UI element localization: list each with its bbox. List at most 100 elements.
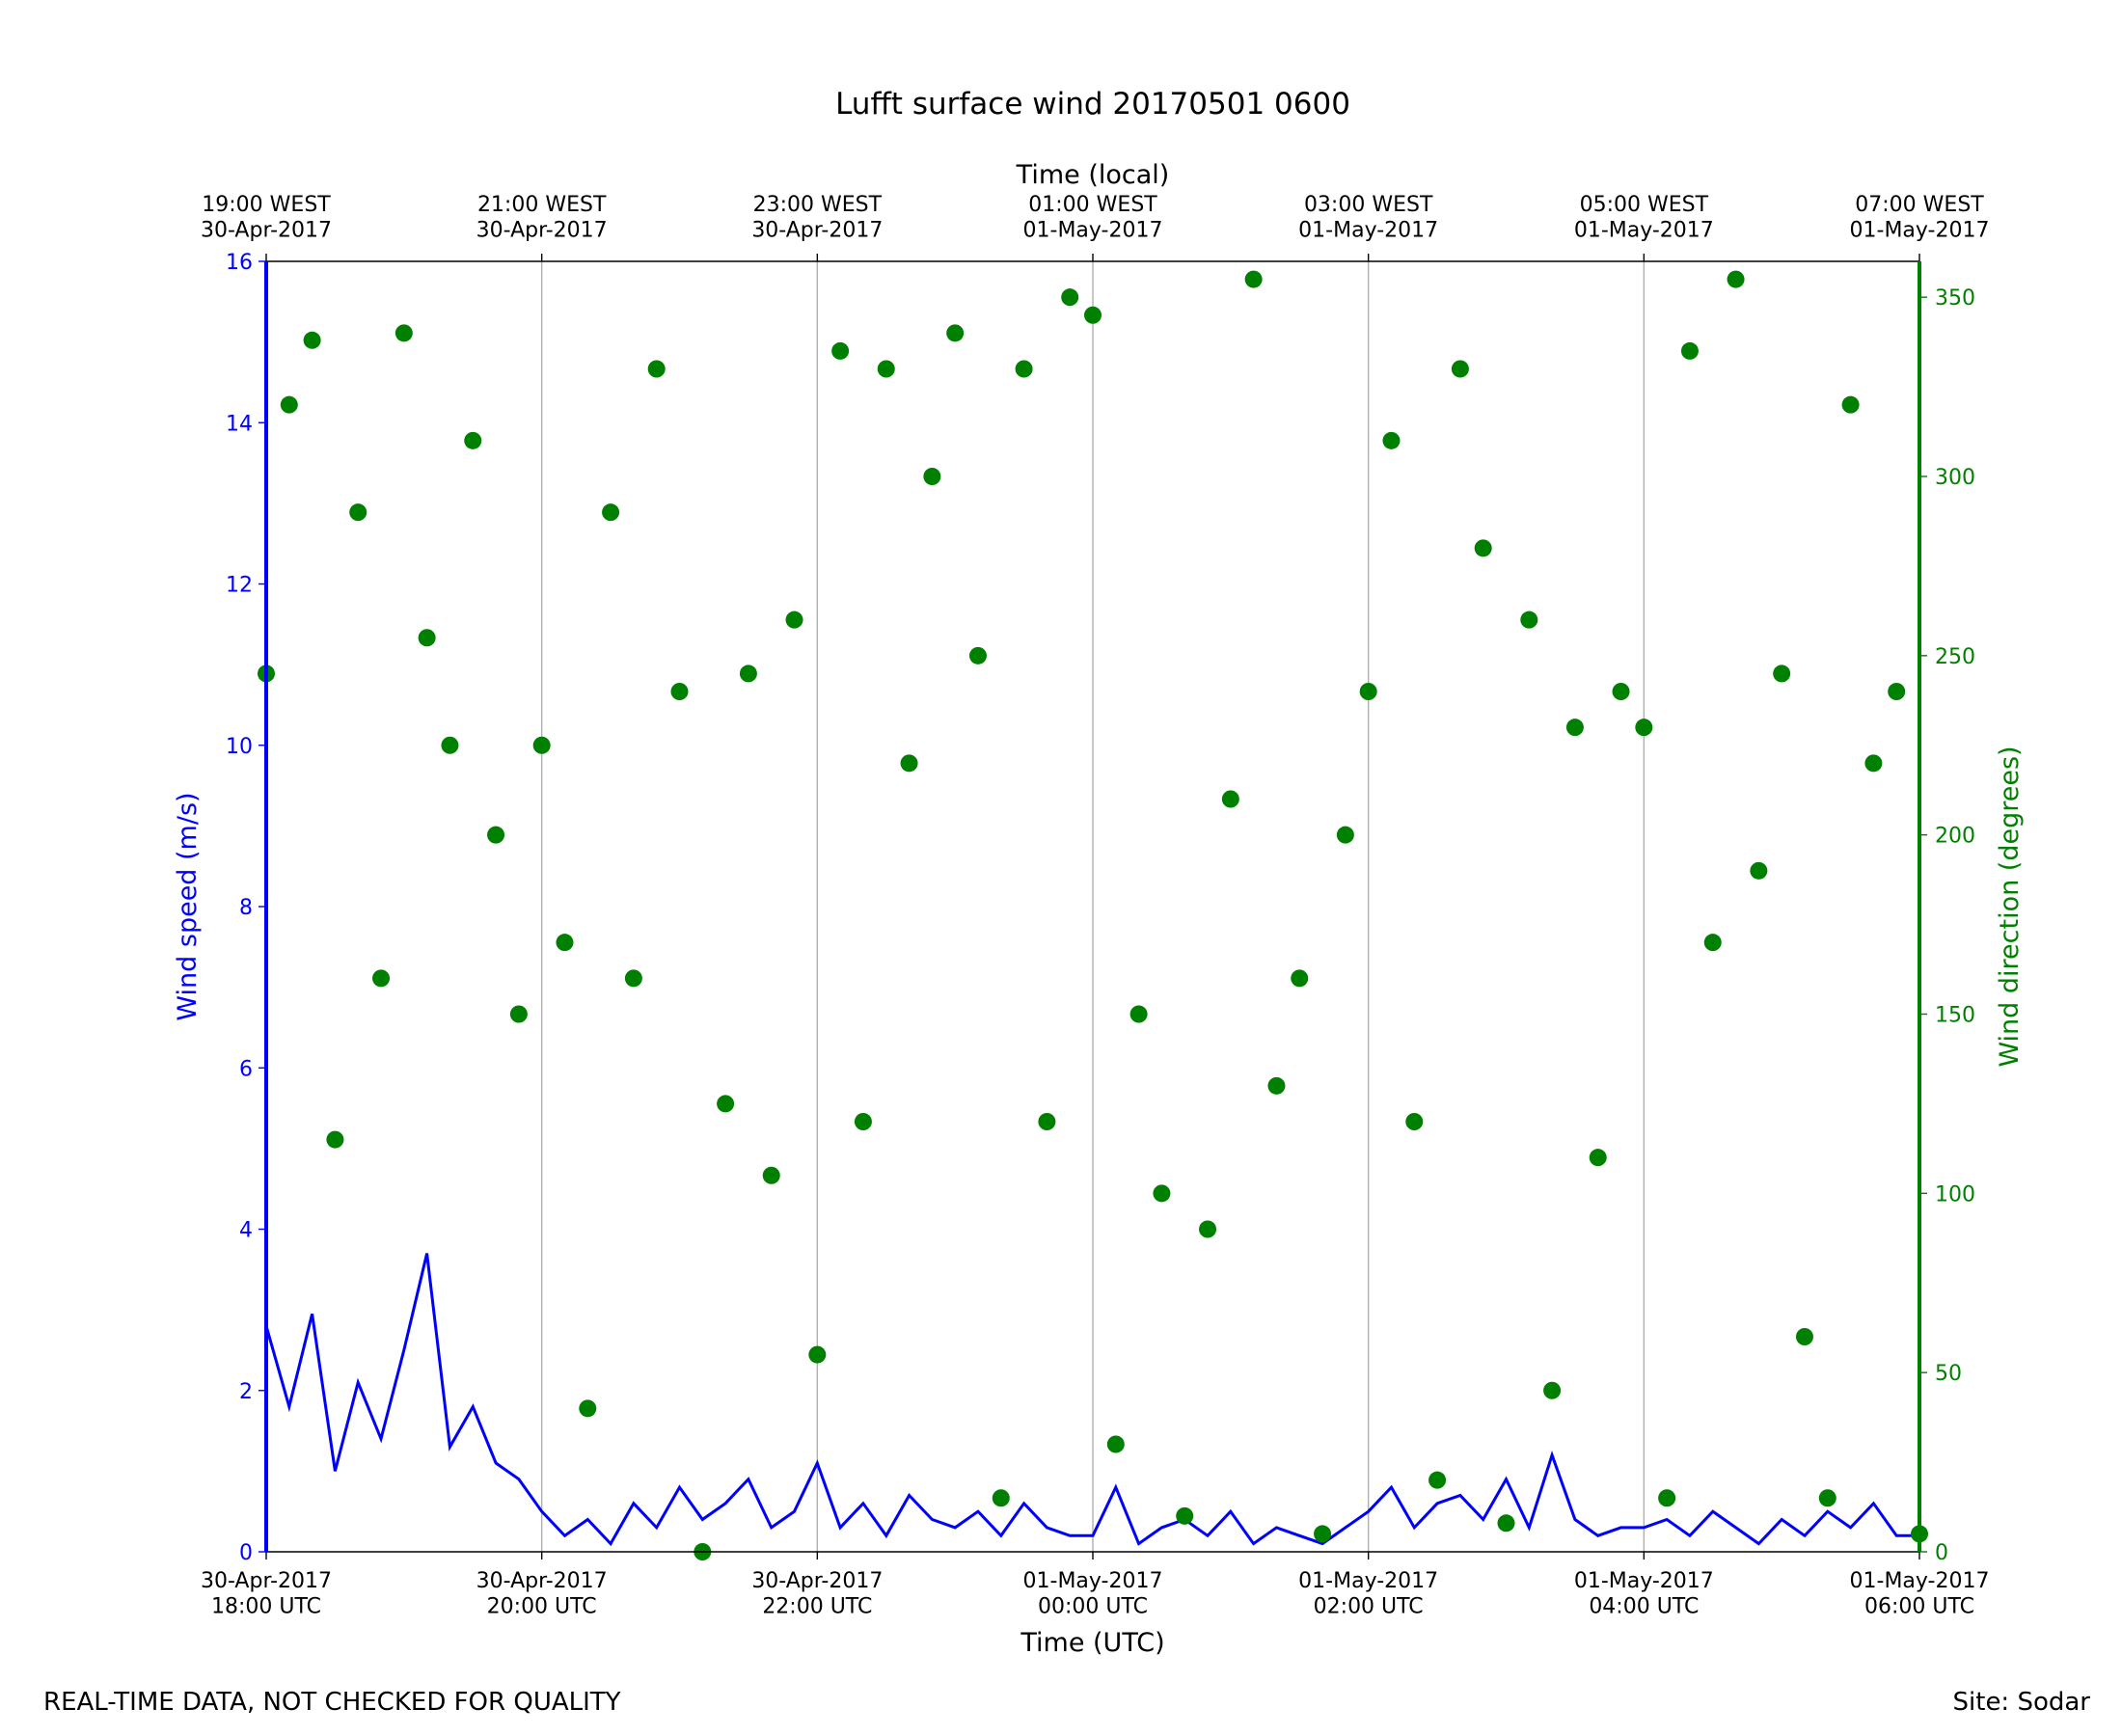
x2-tick-label: 19:00 WEST 30-Apr-2017	[201, 193, 332, 242]
y-tick-label: 6	[239, 1057, 253, 1081]
wind-direction-point	[1084, 306, 1102, 324]
wind-direction-point	[487, 826, 505, 844]
wind-direction-point	[647, 360, 666, 378]
x-axis-title: Time (UTC)	[1020, 1628, 1164, 1658]
wind-direction-point	[1795, 1328, 1813, 1345]
wind-direction-point	[785, 610, 803, 629]
wind-direction-point	[717, 1095, 735, 1113]
wind-direction-point	[441, 736, 459, 754]
x-tick-label: 30-Apr-2017 20:00 UTC	[476, 1569, 608, 1618]
x-tick-label: 30-Apr-2017 22:00 UTC	[751, 1569, 883, 1618]
wind-direction-point	[1451, 360, 1469, 378]
wind-direction-point	[280, 395, 298, 414]
wind-direction-point	[1703, 934, 1722, 952]
wind-direction-point	[1382, 431, 1401, 449]
wind-direction-point	[946, 324, 965, 342]
wind-direction-point	[1038, 1113, 1056, 1130]
wind-direction-point	[1267, 1076, 1286, 1095]
wind-direction-point	[303, 331, 321, 349]
y2-tick-label: 0	[1935, 1541, 1948, 1565]
wind-direction-point	[1359, 683, 1377, 700]
wind-direction-point	[1199, 1220, 1217, 1238]
wind-direction-point	[349, 503, 367, 522]
y2-tick-label: 100	[1935, 1182, 1975, 1207]
wind-direction-point	[1428, 1471, 1447, 1489]
wind-direction-point	[923, 468, 941, 485]
wind-direction-point	[1520, 610, 1538, 629]
wind-direction-point	[372, 969, 391, 988]
wind-direction-point	[624, 969, 642, 988]
footer-note: REAL-TIME DATA, NOT CHECKED FOR QUALITY	[43, 1688, 621, 1717]
wind-direction-point	[1176, 1506, 1194, 1525]
wind-direction-point	[1565, 719, 1584, 737]
x-tick-label: 01-May-2017 06:00 UTC	[1850, 1569, 1990, 1618]
y2-tick-label: 50	[1935, 1362, 1962, 1386]
x-tick-label: 01-May-2017 02:00 UTC	[1298, 1569, 1438, 1618]
x-tick-label: 01-May-2017 00:00 UTC	[1023, 1569, 1163, 1618]
wind-direction-point	[556, 934, 574, 952]
wind-direction-point	[992, 1489, 1010, 1507]
y-tick-label: 16	[226, 251, 253, 275]
wind-direction-point	[1635, 719, 1653, 737]
y-tick-label: 2	[239, 1380, 253, 1404]
y-axis-title: Wind speed (m/s)	[173, 792, 203, 1020]
wind-direction-point	[670, 683, 689, 700]
wind-direction-point	[1497, 1514, 1515, 1533]
y2-tick-label: 350	[1935, 286, 1975, 311]
wind-direction-point	[1336, 826, 1354, 844]
wind-direction-point	[1612, 683, 1630, 700]
y-tick-label: 4	[239, 1219, 253, 1243]
wind-direction-point	[1221, 790, 1239, 808]
wind-direction-point	[762, 1166, 780, 1184]
wind-direction-point	[1680, 341, 1699, 360]
wind-direction-point	[1153, 1184, 1171, 1203]
wind-direction-point	[418, 629, 436, 647]
wind-speed-line	[264, 1253, 1919, 1547]
x2-tick-label: 07:00 WEST 01-May-2017	[1850, 193, 1990, 242]
site-label: Site: Sodar	[1953, 1688, 2091, 1717]
wind-direction-point	[602, 503, 620, 522]
wind-direction-point	[1543, 1381, 1562, 1399]
wind-direction-point	[1314, 1525, 1332, 1543]
wind-direction-point	[1727, 270, 1745, 288]
wind-direction-point	[968, 646, 987, 665]
x2-tick-label: 21:00 WEST 30-Apr-2017	[476, 193, 608, 242]
wind-direction-point	[532, 736, 551, 754]
x-tick-label: 01-May-2017 04:00 UTC	[1574, 1569, 1714, 1618]
wind-direction-point	[464, 431, 482, 449]
x2-tick-label: 23:00 WEST 30-Apr-2017	[751, 193, 883, 242]
x2-tick-label: 01:00 WEST 01-May-2017	[1023, 193, 1163, 242]
wind-direction-point	[1129, 1005, 1148, 1023]
y2-axis-title: Wind direction (degrees)	[1995, 746, 2025, 1067]
wind-direction-point	[1888, 683, 1906, 700]
x2-axis-title: Time (local)	[1016, 160, 1170, 190]
wind-direction-point	[394, 324, 413, 342]
wind-direction-point	[326, 1130, 344, 1149]
x-tick-label: 30-Apr-2017 18:00 UTC	[201, 1569, 332, 1618]
wind-direction-point	[1291, 969, 1309, 988]
wind-direction-point	[1658, 1489, 1676, 1507]
y2-tick-label: 150	[1935, 1004, 1975, 1028]
wind-direction-point	[1589, 1149, 1607, 1167]
wind-direction-point	[1773, 665, 1791, 683]
wind-direction-point	[831, 341, 850, 360]
wind-direction-point	[1750, 861, 1768, 880]
wind-direction-point	[1818, 1489, 1836, 1507]
wind-direction-point	[900, 754, 918, 773]
wind-direction-point	[509, 1005, 528, 1023]
y-tick-label: 10	[226, 735, 253, 759]
y-tick-label: 14	[226, 412, 253, 436]
wind-direction-point	[1244, 270, 1263, 288]
y2-tick-label: 250	[1935, 645, 1975, 669]
chart-title: Lufft surface wind 20170501 0600	[835, 87, 1350, 122]
wind-direction-point	[579, 1399, 597, 1418]
wind-direction-point	[1106, 1435, 1125, 1453]
y2-tick-label: 200	[1935, 825, 1975, 849]
y-tick-label: 8	[239, 896, 253, 920]
y-tick-label: 0	[239, 1541, 253, 1565]
x2-tick-label: 05:00 WEST 01-May-2017	[1574, 193, 1714, 242]
wind-direction-point	[808, 1345, 827, 1364]
wind-direction-point	[1061, 288, 1079, 307]
wind-direction-point	[1841, 395, 1860, 414]
wind-direction-point	[739, 665, 757, 683]
